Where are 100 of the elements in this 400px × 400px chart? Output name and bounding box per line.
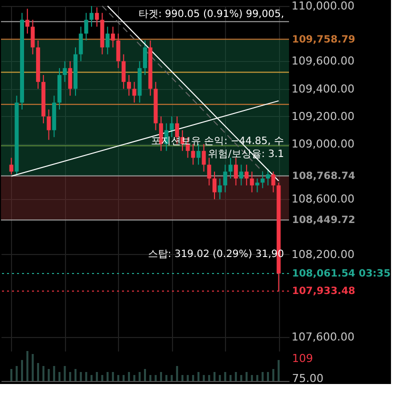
candlestick — [170, 116, 174, 138]
bar — [262, 372, 264, 381]
bar — [256, 375, 258, 381]
bar — [42, 366, 44, 381]
bar — [234, 372, 237, 381]
bar — [69, 372, 72, 381]
bar — [224, 372, 226, 381]
bar — [90, 375, 93, 381]
candlestick — [94, 6, 99, 28]
bar — [176, 366, 178, 381]
bar — [80, 372, 82, 381]
candlestick — [110, 26, 115, 48]
bar — [122, 375, 125, 381]
bar — [10, 369, 12, 381]
candlestick — [239, 164, 244, 186]
bar — [181, 375, 184, 381]
candlestick — [212, 171, 216, 200]
candlestick — [207, 157, 212, 186]
candlestick — [30, 19, 35, 55]
candlestick — [234, 157, 238, 186]
ref-line-label: 108,768.74 — [292, 170, 356, 182]
candlestick — [122, 54, 126, 90]
y-tick-label: 109,000.00 — [292, 138, 354, 150]
bar — [170, 375, 173, 381]
bar — [230, 375, 232, 381]
bar — [106, 372, 109, 381]
ref-line-label: 108,449.72 — [292, 214, 356, 226]
bar — [240, 375, 242, 381]
bar — [246, 372, 248, 381]
candlestick — [223, 164, 228, 193]
bar — [154, 375, 157, 381]
bar — [214, 372, 216, 381]
candlestick — [271, 171, 276, 193]
candlestick — [260, 171, 265, 189]
bar — [133, 375, 136, 381]
bar — [26, 351, 28, 381]
bar — [53, 366, 56, 381]
bar — [112, 372, 114, 381]
bar — [144, 369, 146, 381]
y-tick-label: 110,000.00 — [292, 0, 354, 12]
candlestick — [228, 157, 233, 179]
bar — [37, 363, 40, 381]
candlestick — [78, 26, 83, 62]
bar — [272, 369, 274, 381]
bar — [138, 372, 141, 381]
bar — [197, 372, 200, 381]
candlestick — [250, 171, 254, 193]
bar — [192, 375, 194, 381]
text: 75.00 — [292, 372, 324, 385]
candlestick — [46, 109, 51, 140]
bar — [186, 375, 189, 381]
bar — [21, 360, 24, 381]
bar — [250, 375, 253, 381]
candlestick — [266, 168, 270, 186]
candlestick — [132, 81, 136, 104]
bar — [278, 360, 280, 381]
bar — [64, 366, 66, 381]
candlestick — [202, 144, 206, 172]
bar — [128, 372, 130, 381]
bar — [48, 369, 50, 381]
candlestick — [9, 157, 14, 175]
candlestick — [90, 6, 94, 28]
bar — [101, 375, 104, 381]
candlestick — [116, 33, 120, 69]
candlestick — [84, 12, 88, 41]
y-tick-label: 108,600.00 — [292, 192, 354, 206]
candlestick — [191, 144, 196, 166]
candlestick — [255, 178, 260, 193]
candlestick — [143, 40, 147, 76]
ref-line-label: 107,933.48 — [292, 286, 356, 298]
candlestick — [25, 8, 30, 34]
annotation: 타겟: 990.05 (0.91%) 99,005, — [138, 9, 284, 20]
ref-line-label: 109,758.79 — [292, 34, 356, 46]
y-tick-label: 109,200.00 — [292, 110, 354, 123]
text: 109 — [292, 352, 313, 365]
bar — [58, 372, 60, 381]
y-tick-label: 109,400.00 — [292, 82, 354, 96]
bar — [85, 372, 88, 381]
candlestick — [62, 60, 67, 82]
bar — [74, 369, 76, 381]
bar — [266, 372, 269, 381]
candlestick — [218, 178, 222, 200]
candlestick — [196, 144, 200, 166]
bar — [96, 372, 98, 381]
bar — [160, 372, 162, 381]
y-tick-label: 109,600.00 — [292, 54, 354, 68]
candlestick — [68, 60, 72, 96]
y-tick-label: 108,200.00 — [292, 248, 354, 261]
bar — [165, 375, 168, 381]
candlestick — [126, 74, 131, 96]
bar — [16, 366, 18, 381]
bar — [202, 375, 205, 381]
candlestick — [106, 26, 110, 55]
bar — [149, 375, 152, 381]
bar — [218, 375, 221, 381]
candlestick — [244, 164, 249, 186]
ref-line-label: 108,061.54 03:35 — [292, 268, 391, 280]
y-tick-label: 107,600.00 — [292, 330, 354, 344]
bar — [117, 375, 120, 381]
bar — [208, 375, 210, 381]
